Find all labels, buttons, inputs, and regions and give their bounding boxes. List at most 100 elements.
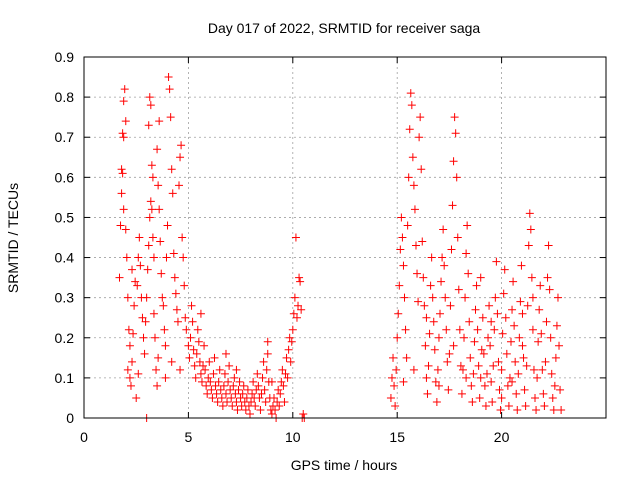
plot-frame bbox=[83, 56, 607, 419]
data-point bbox=[486, 341, 495, 350]
data-point bbox=[279, 381, 288, 390]
data-point bbox=[294, 301, 303, 310]
y-tick-label: 0 bbox=[66, 410, 74, 426]
data-point bbox=[125, 373, 134, 382]
data-point bbox=[271, 405, 280, 414]
data-point bbox=[175, 181, 184, 190]
data-point bbox=[177, 141, 186, 150]
data-point bbox=[161, 341, 170, 350]
data-point bbox=[392, 365, 401, 374]
data-point bbox=[149, 253, 158, 262]
data-point bbox=[225, 361, 234, 370]
data-point bbox=[167, 357, 176, 366]
data-point bbox=[232, 365, 241, 374]
data-point bbox=[458, 365, 467, 374]
data-point bbox=[141, 317, 150, 326]
data-point bbox=[123, 293, 132, 302]
data-point bbox=[281, 369, 290, 378]
data-point bbox=[492, 257, 501, 266]
data-point bbox=[145, 213, 154, 222]
data-point bbox=[396, 245, 405, 254]
x-tick-label: 20 bbox=[494, 429, 510, 445]
data-point bbox=[122, 253, 131, 262]
data-point bbox=[393, 333, 402, 342]
data-point bbox=[120, 85, 129, 94]
data-point bbox=[212, 389, 221, 398]
data-point bbox=[403, 221, 412, 230]
data-point bbox=[532, 405, 541, 414]
data-point bbox=[508, 377, 517, 386]
data-point bbox=[193, 325, 202, 334]
data-point bbox=[419, 273, 428, 282]
data-point bbox=[434, 333, 443, 342]
data-point bbox=[242, 393, 251, 402]
data-point bbox=[128, 357, 137, 366]
data-point bbox=[254, 381, 263, 390]
data-point bbox=[161, 373, 170, 382]
data-point bbox=[143, 265, 152, 274]
data-point bbox=[484, 333, 493, 342]
data-point bbox=[394, 309, 403, 318]
data-point bbox=[190, 361, 199, 370]
data-point bbox=[487, 377, 496, 386]
x-tick-label: 15 bbox=[389, 429, 405, 445]
data-point bbox=[202, 381, 211, 390]
data-point bbox=[245, 409, 254, 418]
data-point bbox=[260, 385, 269, 394]
data-point bbox=[207, 385, 216, 394]
data-point bbox=[502, 349, 511, 358]
data-point bbox=[224, 377, 233, 386]
data-point bbox=[491, 293, 500, 302]
data-point bbox=[463, 221, 472, 230]
data-point bbox=[180, 281, 189, 290]
data-point bbox=[150, 333, 159, 342]
data-point bbox=[142, 293, 151, 302]
axis-ticks bbox=[83, 56, 606, 419]
data-point bbox=[154, 181, 163, 190]
data-point bbox=[466, 353, 475, 362]
data-point bbox=[539, 389, 548, 398]
data-point bbox=[125, 341, 134, 350]
data-point bbox=[407, 101, 416, 110]
data-point bbox=[462, 373, 471, 382]
data-point bbox=[541, 357, 550, 366]
data-point bbox=[149, 309, 158, 318]
data-point bbox=[455, 325, 464, 334]
data-point bbox=[513, 405, 522, 414]
data-point bbox=[144, 241, 153, 250]
data-point bbox=[189, 345, 198, 354]
data-point bbox=[505, 373, 514, 382]
data-point bbox=[523, 301, 532, 310]
data-point bbox=[218, 401, 227, 410]
data-point bbox=[547, 369, 556, 378]
data-point bbox=[404, 173, 413, 182]
data-point bbox=[535, 305, 544, 314]
data-point bbox=[528, 325, 537, 334]
data-point bbox=[460, 333, 469, 342]
data-point bbox=[155, 117, 164, 126]
grid-lines bbox=[84, 57, 606, 418]
data-point bbox=[270, 393, 279, 402]
data-point bbox=[395, 281, 404, 290]
data-point bbox=[173, 317, 182, 326]
data-point bbox=[232, 397, 241, 406]
data-point bbox=[411, 241, 420, 250]
data-point bbox=[477, 345, 486, 354]
data-point bbox=[443, 357, 452, 366]
data-point bbox=[216, 385, 225, 394]
data-point bbox=[153, 145, 162, 154]
y-tick-label: 0.9 bbox=[55, 49, 75, 65]
data-point bbox=[223, 397, 232, 406]
data-point bbox=[540, 401, 549, 410]
data-point bbox=[196, 369, 205, 378]
data-point bbox=[537, 329, 546, 338]
data-point bbox=[147, 161, 156, 170]
data-point bbox=[164, 73, 173, 82]
data-point bbox=[422, 313, 431, 322]
data-points bbox=[115, 73, 566, 422]
data-point bbox=[445, 349, 454, 358]
data-point bbox=[247, 397, 256, 406]
data-point bbox=[176, 365, 185, 374]
data-point bbox=[181, 313, 190, 322]
